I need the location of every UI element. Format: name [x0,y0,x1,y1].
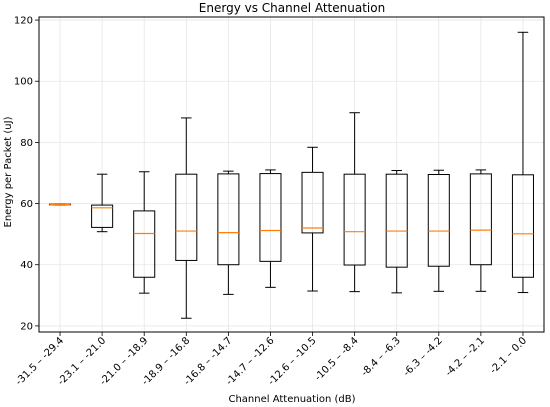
box [301,171,324,234]
box-group [49,203,72,206]
box [91,204,114,228]
box [217,173,240,266]
box-group [175,117,198,319]
chart-title: Energy vs Channel Attenuation [199,1,385,15]
box-group [259,169,282,288]
box-group [217,170,240,295]
x-axis-label: Channel Attenuation (dB) [228,394,355,405]
box-plots [49,31,534,319]
box [133,210,156,278]
y-axis-label: Energy per Packet (uJ) [3,116,14,227]
y-tick-label: 80 [20,138,33,149]
box [175,173,198,261]
box [343,173,366,266]
box [385,173,408,268]
box [511,174,534,278]
box-group [133,171,156,294]
y-tick-label: 60 [20,199,33,210]
box [427,174,450,267]
y-tick-label: 40 [20,260,33,271]
box-group [511,31,534,294]
box-group [427,169,450,292]
y-tick-label: 100 [14,77,33,88]
box-group [385,170,408,294]
y-tick-label: 20 [20,321,33,332]
box-group [469,169,492,292]
plot-frame [38,16,545,333]
box [259,173,282,262]
box-group [301,146,324,292]
box-group [343,112,366,293]
y-axis-ticks: 20 40 60 80 100 120 [14,16,39,332]
y-tick-label: 120 [14,16,33,27]
box [469,173,492,266]
box-group [91,173,114,233]
